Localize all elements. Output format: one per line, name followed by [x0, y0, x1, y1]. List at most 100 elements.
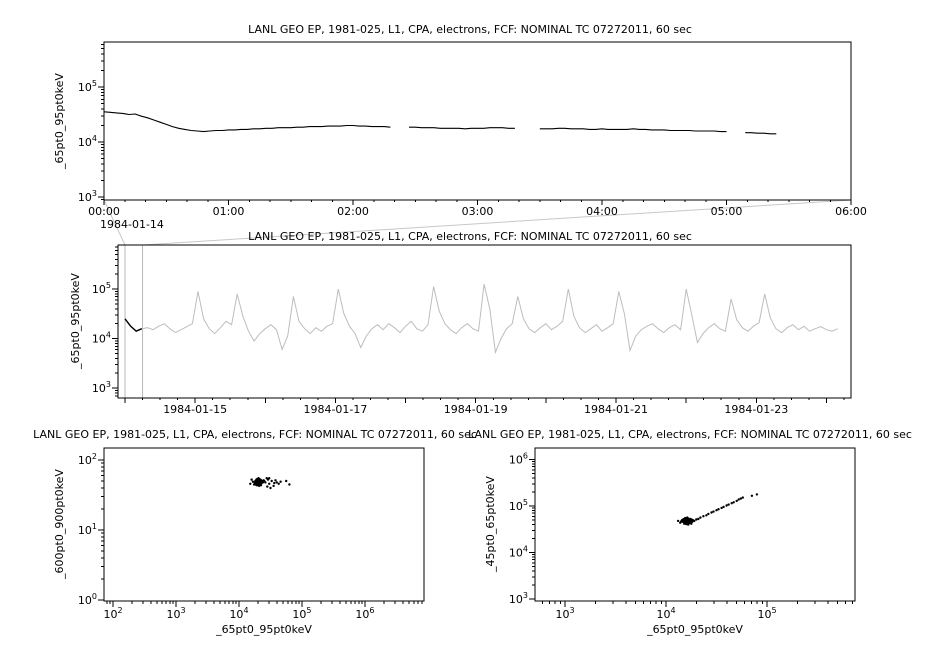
- scatter-point: [722, 505, 725, 509]
- panel-scatter-left-x-axis-label: _65pt0_95pt0keV: [215, 623, 312, 636]
- scatter-point: [755, 493, 759, 496]
- scatter-point: [691, 520, 694, 523]
- panel-top-timeseries: 103 104 105 00:00 01:00 02:00 03:00 04:00 05:00 0…: [78, 41, 867, 218]
- x-tick-label: 05:00: [711, 205, 743, 218]
- scatter-point: [710, 511, 713, 514]
- panel-scatter-right-y-axis-label: _45pt0_65pt0keV: [484, 476, 497, 573]
- y-tick-label: 104: [509, 544, 528, 559]
- y-tick-label: 102: [78, 452, 97, 467]
- x-tick-label: 105: [292, 606, 311, 621]
- x-tick-label: 1984-01-23: [724, 403, 788, 416]
- scatter-point: [256, 477, 259, 481]
- scatter-point: [264, 481, 267, 484]
- scatter-point: [720, 506, 723, 510]
- plot-area-scatter-left[interactable]: [104, 448, 424, 601]
- scatter-point: [262, 479, 265, 482]
- scatter-point: [266, 485, 269, 488]
- scatter-point: [735, 499, 738, 503]
- scatter-point: [273, 481, 276, 485]
- scatter-point: [690, 522, 693, 525]
- flux-line: [103, 111, 777, 135]
- scatter-point: [279, 480, 282, 483]
- scatter-point: [274, 479, 277, 482]
- scatter-point: [750, 494, 754, 497]
- scatter-point: [695, 518, 698, 521]
- scatter-point: [717, 508, 720, 511]
- panels-layer: 103 104 105 00:00 01:00 02:00 03:00 04:00 05:00 0…: [78, 41, 867, 621]
- x-tick-label: 01:00: [213, 205, 245, 218]
- y-tick-label: 104: [92, 331, 111, 346]
- plot-area-top[interactable]: [104, 42, 851, 200]
- y-tick-label: 106: [509, 451, 528, 466]
- scatter-point: [265, 477, 268, 480]
- scatter-point: [270, 479, 273, 483]
- scatter-point: [715, 509, 718, 512]
- y-tick-label: 103: [509, 591, 528, 606]
- plot-area-context[interactable]: [118, 245, 851, 398]
- x-tick-label: 1984-01-17: [303, 403, 367, 416]
- x-tick-label: 103: [166, 606, 185, 621]
- scatter-point: [732, 501, 735, 504]
- scatter-point: [277, 482, 280, 485]
- scatter-point: [676, 519, 680, 523]
- panel-top-y-axis-label: _65pt0_95pt0keV: [53, 73, 66, 170]
- x-tick-label: 103: [555, 606, 574, 621]
- scatter-point: [686, 516, 689, 519]
- scatter-point: [699, 516, 702, 519]
- scatter-point: [741, 496, 744, 499]
- y-tick-label: 105: [78, 79, 97, 94]
- plot-area-scatter-right[interactable]: [535, 448, 855, 601]
- zoom-connector-lines: [103, 199, 852, 246]
- scatter-point: [684, 516, 687, 520]
- x-tick-label: 04:00: [586, 205, 618, 218]
- scatter-point: [686, 518, 689, 521]
- scatter-point: [702, 515, 705, 518]
- plot-frame: [103, 447, 425, 602]
- scatter-point: [259, 484, 263, 487]
- scatter-point: [707, 512, 710, 516]
- scatter-point: [712, 510, 715, 513]
- scatter-point: [254, 483, 258, 486]
- zoom-connector-left: [103, 199, 126, 246]
- zoom-connector-right: [142, 199, 852, 246]
- x-tick-label: 104: [229, 606, 248, 621]
- scatter-point: [268, 482, 271, 485]
- scatter-point: [683, 522, 686, 525]
- scatter-point: [679, 521, 682, 524]
- scatter-point: [251, 480, 255, 483]
- panel-context-timeseries: 103 104 105 1984-01-15 1984-01-17 1984-01-19 1…: [92, 244, 852, 416]
- scatter-point: [697, 517, 700, 521]
- y-tick-label: 103: [92, 380, 111, 395]
- x-tick-label: 104: [656, 606, 675, 621]
- scatter-point: [705, 514, 708, 517]
- y-tick-label: 103: [78, 189, 97, 204]
- scatter-point: [686, 521, 689, 524]
- scatter-point: [250, 478, 253, 481]
- scatter-point: [285, 479, 288, 483]
- y-tick-label: 101: [78, 522, 97, 537]
- y-tick-label: 100: [78, 592, 97, 607]
- scatter-point: [739, 497, 742, 500]
- scatter-point: [689, 517, 692, 521]
- context-flux-line: [124, 283, 838, 355]
- scatter-point: [275, 481, 278, 484]
- scatter-point: [272, 484, 275, 488]
- x-tick-label: 03:00: [462, 205, 494, 218]
- highlighted-flux-segment: [124, 318, 143, 333]
- scatter-point: [681, 518, 684, 522]
- scatter-point: [688, 522, 691, 525]
- x-tick-label: 06:00: [835, 205, 867, 218]
- scatter-point: [730, 502, 733, 505]
- x-tick-label: 00:00: [88, 205, 120, 218]
- panel-context-y-axis-label: _65pt0_95pt0keV: [69, 273, 82, 370]
- x-tick-label: 02:00: [337, 205, 369, 218]
- panel-scatter-left-y-axis-label: _600pt0_900pt0keV: [53, 469, 66, 580]
- x-tick-label: 102: [103, 606, 122, 621]
- panel-scatter-right-x-axis-label: _65pt0_95pt0keV: [646, 623, 743, 636]
- panel-top-title: LANL GEO EP, 1981-025, L1, CPA, electron…: [248, 23, 692, 36]
- x-tick-label: 105: [757, 606, 776, 621]
- scatter-point: [693, 519, 696, 523]
- scatter-point: [727, 503, 730, 506]
- panel-scatter-right: 103 104 105 106 103 104 105: [509, 447, 856, 621]
